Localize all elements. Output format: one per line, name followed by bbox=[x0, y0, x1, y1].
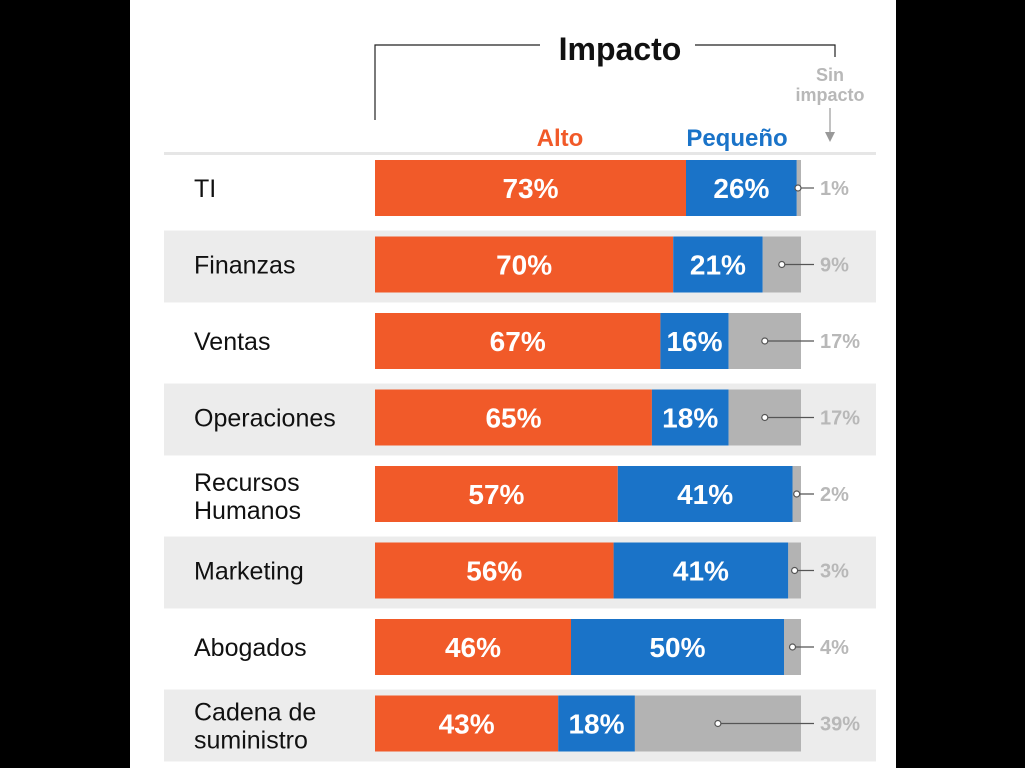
group-title: Impacto bbox=[559, 31, 682, 67]
bar-segment-pequeno bbox=[558, 695, 635, 752]
category-label: TI bbox=[194, 175, 216, 203]
bar-segment-pequeno bbox=[571, 619, 784, 675]
leader-dot bbox=[788, 643, 797, 651]
value-label-alto: 65% bbox=[485, 403, 541, 434]
bar-segment-alto bbox=[375, 466, 618, 522]
category-label: Marketing bbox=[194, 558, 304, 586]
value-label-sin-impacto: 4% bbox=[820, 637, 849, 659]
legend-alto: Alto bbox=[537, 125, 584, 152]
bar-segment-pequeno bbox=[651, 389, 729, 446]
bar-segment-alto bbox=[375, 542, 614, 599]
value-label-alto: 46% bbox=[445, 632, 501, 663]
category-label: Operaciones bbox=[194, 405, 336, 433]
bar-segment-pequeno bbox=[673, 236, 763, 293]
leader-dot bbox=[761, 413, 769, 422]
category-label: Recursos bbox=[194, 469, 300, 497]
value-label-pequeno: 21% bbox=[690, 250, 746, 281]
legend-sin-impacto-line1: Sin bbox=[816, 65, 844, 85]
category-label: Humanos bbox=[194, 497, 301, 525]
leader-dot bbox=[794, 184, 802, 192]
value-label-alto: 57% bbox=[468, 479, 524, 510]
leader-dot bbox=[790, 566, 799, 575]
value-label-sin-impacto: 17% bbox=[820, 408, 860, 430]
group-bracket-right bbox=[695, 44, 836, 57]
bar-segment-alto bbox=[375, 313, 661, 369]
value-label-alto: 56% bbox=[466, 556, 522, 587]
value-label-pequeno: 18% bbox=[662, 403, 718, 434]
value-label-sin-impacto: 17% bbox=[820, 331, 860, 353]
value-label-pequeno: 18% bbox=[568, 709, 624, 740]
value-label-pequeno: 41% bbox=[673, 556, 729, 587]
bar-segment-pequeno bbox=[617, 466, 793, 522]
leader-dot bbox=[714, 719, 722, 728]
bar-segment-alto bbox=[375, 160, 686, 216]
value-label-alto: 67% bbox=[490, 326, 546, 357]
category-label: Cadena de bbox=[194, 699, 316, 727]
value-label-sin-impacto: 1% bbox=[820, 178, 849, 200]
value-label-alto: 73% bbox=[502, 173, 558, 204]
legend-sin-impacto-line2: impacto bbox=[795, 85, 864, 105]
value-label-pequeno: 41% bbox=[677, 479, 733, 510]
category-label: Ventas bbox=[194, 328, 270, 356]
legend-sin-impacto-arrow-head bbox=[825, 132, 835, 142]
leader-dot bbox=[778, 260, 786, 269]
value-label-alto: 70% bbox=[496, 250, 552, 281]
value-label-sin-impacto: 3% bbox=[820, 561, 849, 583]
chart-panel: Impacto Alto Pequeño Sin impacto TI 73% 26% 1% Fi… bbox=[130, 0, 896, 768]
leader-dot bbox=[761, 337, 769, 345]
category-label: Finanzas bbox=[194, 252, 295, 280]
group-bracket-left bbox=[374, 44, 540, 120]
value-label-sin-impacto: 2% bbox=[820, 484, 849, 506]
bar-segment-pequeno bbox=[613, 542, 789, 599]
bar-segment-alto bbox=[375, 619, 571, 675]
value-label-pequeno: 26% bbox=[713, 173, 769, 204]
value-label-alto: 43% bbox=[439, 709, 495, 740]
leader-dot bbox=[793, 490, 801, 498]
value-label-pequeno: 16% bbox=[666, 326, 722, 357]
value-label-sin-impacto: 9% bbox=[820, 255, 849, 277]
value-label-pequeno: 50% bbox=[649, 632, 705, 663]
bar-segment-alto bbox=[375, 236, 674, 293]
bar-segment-pequeno bbox=[686, 160, 797, 216]
bar-segment-alto bbox=[375, 695, 559, 752]
bar-segment-alto bbox=[375, 389, 652, 446]
category-label: suministro bbox=[194, 727, 308, 755]
category-label: Abogados bbox=[194, 634, 307, 662]
value-label-sin-impacto: 39% bbox=[820, 714, 860, 736]
bar-segment-pequeno bbox=[660, 313, 729, 369]
legend-pequeno: Pequeño bbox=[686, 125, 787, 152]
